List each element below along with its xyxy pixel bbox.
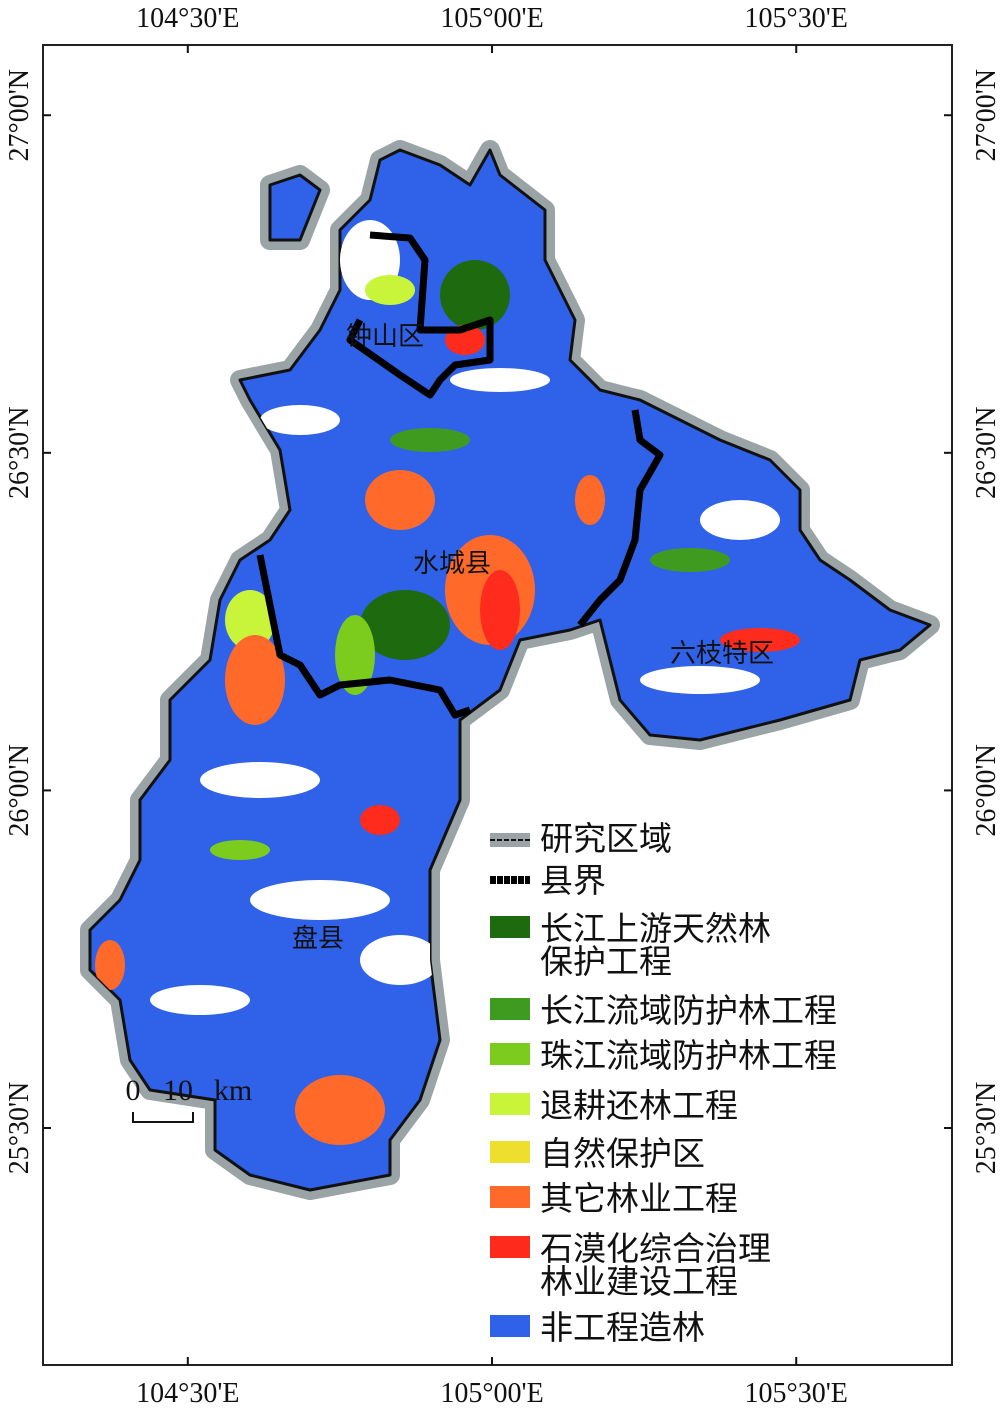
scale-label: km	[214, 1074, 252, 1107]
place-label: 盘县	[292, 924, 344, 953]
y-tick-label: 26°00'N	[4, 744, 35, 836]
y-tick-label: 25°30'N	[971, 1082, 1000, 1174]
x-tick-label: 104°30'E	[136, 1378, 239, 1409]
patch	[250, 880, 390, 920]
patch	[360, 590, 450, 660]
patch	[360, 935, 440, 985]
scale-bar: 0 10 km	[126, 1074, 252, 1123]
patch	[225, 635, 285, 725]
patch	[360, 805, 400, 835]
place-label: 钟山区	[346, 322, 424, 351]
legend-label: 自然保护区	[540, 1136, 705, 1173]
legend-label: 研究区域	[540, 821, 672, 858]
x-tick-label: 105°30'E	[745, 3, 848, 34]
y-tick-label: 26°30'N	[971, 407, 1000, 499]
legend-swatch	[490, 998, 530, 1020]
scale-label: 0	[126, 1074, 141, 1107]
legend-swatch	[490, 1093, 530, 1115]
legend: 研究区域县界长江上游天然林保护工程长江流域防护林工程珠江流域防护林工程退耕还林工…	[490, 821, 837, 1347]
x-tick-label: 105°00'E	[440, 3, 543, 34]
scale-line	[132, 1112, 194, 1123]
patch	[95, 940, 125, 990]
patch	[720, 628, 800, 652]
patch	[575, 475, 605, 525]
place-label: 水城县	[413, 549, 491, 578]
y-tick-label: 26°00'N	[971, 744, 1000, 836]
patch	[700, 500, 780, 540]
x-tick-label: 104°30'E	[136, 3, 239, 34]
patch	[335, 615, 375, 695]
legend-label: 长江上游天然林	[540, 911, 771, 948]
legend-label: 县界	[540, 864, 606, 900]
legend-label: 其它林业工程	[540, 1181, 738, 1218]
patch	[390, 428, 470, 452]
land-cover	[95, 220, 800, 1145]
legend-label: 退耕还林工程	[540, 1088, 738, 1125]
patch	[480, 570, 520, 650]
patch	[440, 260, 510, 330]
patch	[365, 275, 415, 305]
legend-swatch	[490, 1236, 530, 1258]
legend-label: 长江流域防护林工程	[540, 993, 837, 1030]
county-boundary	[577, 409, 664, 628]
place-label: 六枝特区	[670, 639, 774, 668]
legend-label: 石漠化综合治理	[540, 1231, 771, 1268]
patch	[200, 762, 320, 798]
scale-label: 10	[163, 1074, 193, 1107]
legend-swatch	[490, 1186, 530, 1208]
legend-swatch	[490, 916, 530, 938]
patch	[650, 548, 730, 572]
patch	[365, 470, 435, 530]
patch	[260, 405, 340, 435]
county-boundary	[256, 554, 472, 719]
y-tick-label: 26°30'N	[4, 407, 35, 499]
patch	[640, 666, 760, 694]
legend-label: 保护工程	[540, 944, 672, 981]
legend-swatch	[490, 1141, 530, 1163]
y-tick-label: 27°00'N	[971, 69, 1000, 161]
patch	[225, 590, 275, 650]
legend-label: 珠江流域防护林工程	[540, 1038, 837, 1075]
legend-swatch	[490, 1043, 530, 1065]
county-boundary	[346, 231, 494, 399]
y-tick-label: 27°00'N	[4, 69, 35, 161]
y-tick-label: 25°30'N	[4, 1082, 35, 1174]
patch	[150, 985, 250, 1015]
legend-swatch	[490, 1315, 530, 1337]
legend-label: 林业建设工程	[540, 1264, 738, 1301]
patch	[295, 1075, 385, 1145]
patch	[450, 368, 550, 392]
x-tick-label: 105°30'E	[745, 1378, 848, 1409]
county-boundaries	[256, 231, 664, 719]
patch	[210, 840, 270, 860]
x-tick-label: 105°00'E	[440, 1378, 543, 1409]
legend-label: 非工程造林	[540, 1310, 705, 1347]
